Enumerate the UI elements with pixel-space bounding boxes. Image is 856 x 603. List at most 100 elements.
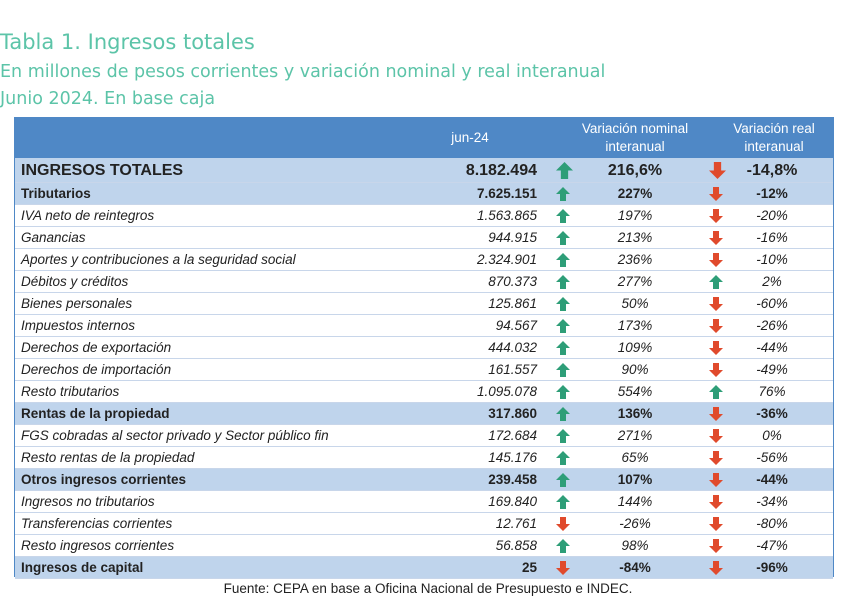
table-row: Rentas de la propiedad 317.860 136% -36% bbox=[15, 403, 833, 425]
row-value: 161.557 bbox=[488, 362, 537, 377]
table-row: Derechos de exportación 444.032 109% -44% bbox=[15, 337, 833, 359]
arrow-down-icon bbox=[556, 561, 570, 575]
row-nominal-variation: 236% bbox=[617, 252, 653, 267]
arrow-down-icon bbox=[709, 187, 723, 201]
arrow-down-icon bbox=[709, 341, 723, 355]
arrow-down-icon bbox=[709, 209, 723, 223]
arrow-down-icon bbox=[709, 473, 723, 487]
table-row: IVA neto de reintegros 1.563.865 197% -20% bbox=[15, 205, 833, 227]
row-nominal-variation: 277% bbox=[617, 274, 653, 289]
arrow-up-icon bbox=[556, 297, 570, 311]
arrow-down-icon bbox=[709, 162, 726, 179]
row-value: 317.860 bbox=[488, 406, 537, 421]
row-value: 56.858 bbox=[495, 538, 537, 553]
row-label: Aportes y contribuciones a la seguridad … bbox=[21, 252, 296, 267]
arrow-down-icon bbox=[709, 253, 723, 267]
arrow-down-icon bbox=[709, 407, 723, 421]
table-row: INGRESOS TOTALES 8.182.494 216,6% -14,8% bbox=[15, 158, 833, 183]
row-value: 2.324.901 bbox=[476, 252, 537, 267]
row-real-variation: 0% bbox=[762, 428, 782, 443]
table-row: Aportes y contribuciones a la seguridad … bbox=[15, 249, 833, 271]
table-row: FGS cobradas al sector privado y Sector … bbox=[15, 425, 833, 447]
row-label: Débitos y créditos bbox=[21, 274, 129, 289]
row-nominal-variation: 216,6% bbox=[607, 162, 663, 179]
row-real-variation: -56% bbox=[756, 450, 788, 465]
row-real-variation: -36% bbox=[756, 406, 788, 421]
row-real-variation: -10% bbox=[756, 252, 788, 267]
row-real-variation: -96% bbox=[756, 560, 788, 575]
row-label: Impuestos internos bbox=[21, 318, 136, 333]
table-header: jun-24 Variación nominal interanual Vari… bbox=[15, 118, 833, 158]
table-row: Derechos de importación 161.557 90% -49% bbox=[15, 359, 833, 381]
arrow-down-icon bbox=[709, 297, 723, 311]
row-label: Resto rentas de la propiedad bbox=[21, 450, 195, 465]
arrow-up-icon bbox=[709, 385, 723, 399]
row-nominal-variation: 213% bbox=[617, 230, 653, 245]
arrow-up-icon bbox=[556, 539, 570, 553]
arrow-down-icon bbox=[709, 319, 723, 333]
row-label: Resto tributarios bbox=[21, 384, 120, 399]
row-real-variation: -26% bbox=[756, 318, 788, 333]
arrow-up-icon bbox=[556, 429, 570, 443]
arrow-down-icon bbox=[709, 561, 723, 575]
row-value: 145.176 bbox=[488, 450, 537, 465]
row-value: 12.761 bbox=[495, 516, 537, 531]
row-label: Transferencias corrientes bbox=[21, 516, 173, 531]
row-real-variation: -44% bbox=[756, 472, 788, 487]
row-real-variation: -12% bbox=[756, 186, 788, 201]
row-label: IVA neto de reintegros bbox=[21, 208, 155, 223]
source-note: Fuente: CEPA en base a Oficina Nacional … bbox=[223, 581, 633, 596]
row-real-variation: -60% bbox=[756, 296, 788, 311]
arrow-up-icon bbox=[556, 253, 570, 267]
row-nominal-variation: 144% bbox=[617, 494, 653, 509]
row-label: Derechos de importación bbox=[21, 362, 172, 377]
arrow-up-icon bbox=[556, 209, 570, 223]
row-value: 444.032 bbox=[488, 340, 537, 355]
row-nominal-variation: 65% bbox=[621, 450, 649, 465]
arrow-down-icon bbox=[709, 495, 723, 509]
row-label: FGS cobradas al sector privado y Sector … bbox=[21, 428, 329, 443]
table-row: Ganancias 944.915 213% -16% bbox=[15, 227, 833, 249]
row-real-variation: -34% bbox=[756, 494, 788, 509]
table-row: Ingresos no tributarios 169.840 144% -34% bbox=[15, 491, 833, 513]
row-nominal-variation: 197% bbox=[617, 208, 653, 223]
revenue-table: jun-24 Variación nominal interanual Vari… bbox=[14, 117, 834, 579]
row-real-variation: -47% bbox=[756, 538, 788, 553]
row-label: Rentas de la propiedad bbox=[21, 406, 170, 421]
row-value: 172.684 bbox=[488, 428, 537, 443]
row-value: 8.182.494 bbox=[465, 162, 537, 179]
row-nominal-variation: 98% bbox=[621, 538, 649, 553]
row-nominal-variation: 173% bbox=[617, 318, 653, 333]
arrow-down-icon bbox=[709, 517, 723, 531]
arrow-down-icon bbox=[556, 517, 570, 531]
arrow-up-icon bbox=[709, 275, 723, 289]
header-jun-24: jun-24 bbox=[451, 130, 489, 145]
row-real-variation: -14,8% bbox=[746, 162, 798, 179]
row-nominal-variation: -84% bbox=[619, 560, 651, 575]
row-nominal-variation: 554% bbox=[617, 384, 653, 399]
arrow-up-icon bbox=[556, 187, 570, 201]
row-real-variation: 2% bbox=[762, 274, 782, 289]
header-nominal-variation: Variación nominal interanual bbox=[581, 121, 689, 154]
table-row: Resto rentas de la propiedad 145.176 65% -5… bbox=[15, 447, 833, 469]
row-nominal-variation: 50% bbox=[621, 296, 649, 311]
row-nominal-variation: 227% bbox=[617, 186, 653, 201]
arrow-up-icon bbox=[556, 385, 570, 399]
arrow-up-icon bbox=[556, 319, 570, 333]
arrow-down-icon bbox=[709, 429, 723, 443]
row-real-variation: -80% bbox=[756, 516, 788, 531]
row-value: 239.458 bbox=[488, 472, 537, 487]
arrow-up-icon bbox=[556, 231, 570, 245]
row-value: 1.095.078 bbox=[476, 384, 537, 399]
row-value: 94.567 bbox=[495, 318, 537, 333]
arrow-up-icon bbox=[556, 495, 570, 509]
row-value: 125.861 bbox=[488, 296, 537, 311]
table-row: Bienes personales 125.861 50% -60% bbox=[15, 293, 833, 315]
arrow-up-icon bbox=[556, 162, 573, 179]
row-label: Ingresos de capital bbox=[21, 560, 144, 575]
table-row: Impuestos internos 94.567 173% -26% bbox=[15, 315, 833, 337]
arrow-down-icon bbox=[709, 451, 723, 465]
row-nominal-variation: -26% bbox=[619, 516, 651, 531]
row-real-variation: -44% bbox=[756, 340, 788, 355]
row-nominal-variation: 109% bbox=[617, 340, 653, 355]
